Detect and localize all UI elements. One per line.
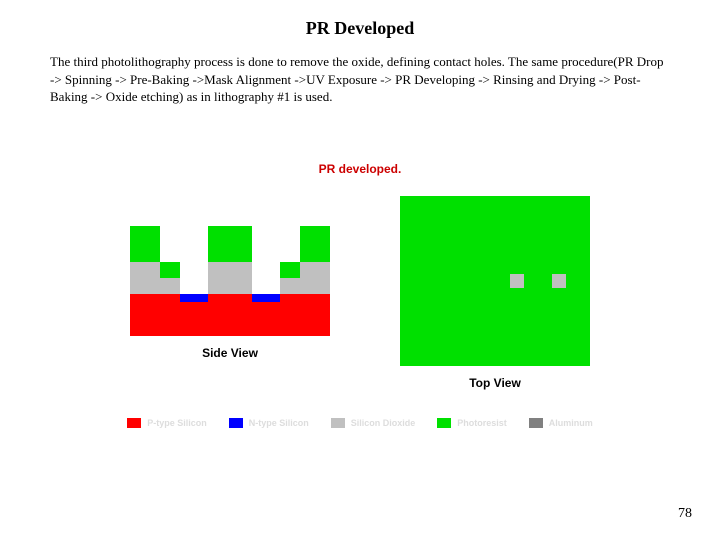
legend-swatch <box>529 418 543 428</box>
figure-row: Side View Top View <box>0 196 720 390</box>
page-title: PR Developed <box>0 0 720 39</box>
legend: P-type Silicon N-type Silicon Silicon Diox… <box>0 418 720 428</box>
legend-swatch <box>437 418 451 428</box>
legend-label: N-type Silicon <box>249 418 309 428</box>
legend-item: Silicon Dioxide <box>331 418 416 428</box>
legend-swatch <box>127 418 141 428</box>
legend-item: P-type Silicon <box>127 418 207 428</box>
legend-item: N-type Silicon <box>229 418 309 428</box>
side-view-svg <box>130 196 330 336</box>
top-view-label: Top View <box>469 376 521 390</box>
legend-label: Photoresist <box>457 418 507 428</box>
top-view-svg <box>400 196 590 366</box>
legend-label: Aluminum <box>549 418 593 428</box>
legend-swatch <box>331 418 345 428</box>
legend-label: P-type Silicon <box>147 418 207 428</box>
legend-item: Photoresist <box>437 418 507 428</box>
side-view-panel: Side View <box>130 196 330 390</box>
body-paragraph: The third photolithography process is do… <box>0 39 720 106</box>
top-view-panel: Top View <box>400 196 590 390</box>
figure-caption: PR developed. <box>0 162 720 176</box>
side-view-label: Side View <box>202 346 258 360</box>
slide-page: PR Developed The third photolithography … <box>0 0 720 540</box>
legend-item: Aluminum <box>529 418 593 428</box>
legend-label: Silicon Dioxide <box>351 418 416 428</box>
page-number: 78 <box>678 506 692 522</box>
legend-swatch <box>229 418 243 428</box>
